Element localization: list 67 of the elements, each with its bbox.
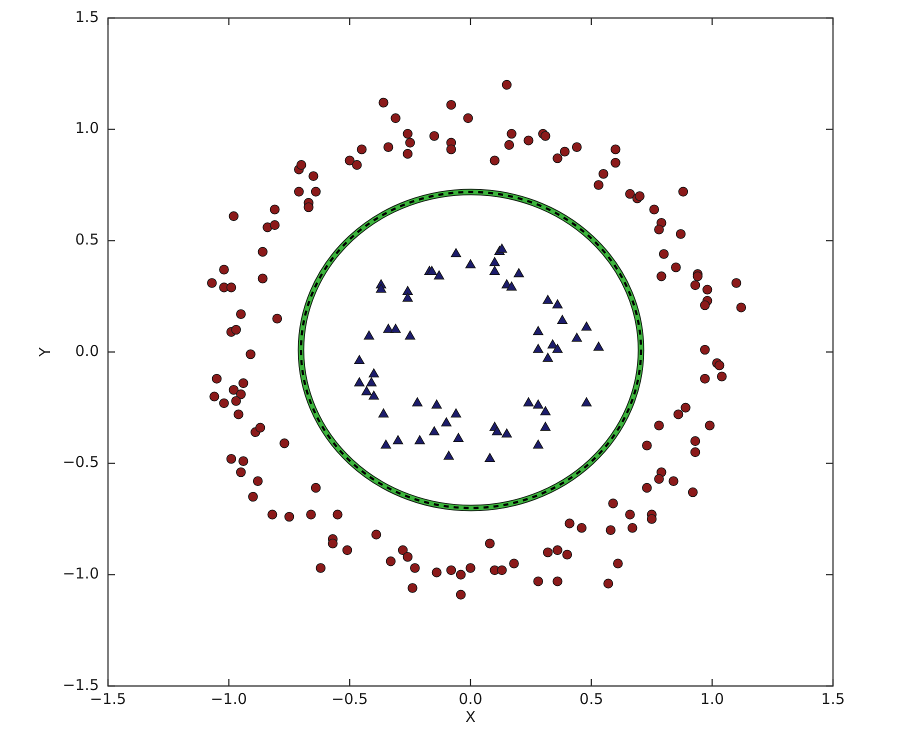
x-tick-label: 1.5	[821, 690, 845, 708]
point	[368, 390, 379, 400]
point	[514, 268, 524, 278]
point	[533, 344, 544, 353]
point	[593, 342, 604, 351]
point	[490, 257, 500, 266]
point	[542, 352, 553, 362]
point	[426, 266, 437, 275]
point	[548, 339, 558, 348]
y-tick-label: 0.0	[75, 342, 99, 360]
point	[523, 397, 534, 406]
point	[581, 322, 592, 331]
point	[402, 286, 413, 296]
point	[441, 417, 452, 426]
point	[533, 400, 544, 409]
point	[390, 324, 401, 333]
point	[414, 435, 425, 444]
point	[378, 408, 389, 418]
y-tick-label: −1.0	[62, 564, 99, 583]
point	[572, 332, 582, 342]
point	[453, 432, 464, 442]
point	[492, 426, 502, 436]
point	[376, 284, 386, 293]
point	[383, 324, 394, 333]
point	[380, 440, 392, 449]
point	[444, 450, 454, 460]
x-tick-label: 0.5	[579, 690, 604, 708]
point	[432, 400, 442, 409]
y-tick-label: −0.5	[62, 453, 99, 472]
point	[361, 386, 372, 396]
y-tick-label: 0.5	[75, 230, 99, 249]
point	[402, 292, 413, 302]
point	[540, 406, 551, 416]
point	[354, 377, 364, 386]
x-tick-label: 1.0	[700, 690, 724, 708]
x-tick-label: −0.5	[331, 690, 368, 708]
point	[496, 244, 508, 253]
point	[581, 397, 592, 406]
point	[366, 377, 377, 386]
point	[392, 435, 404, 444]
y-axis-title: Y	[36, 346, 54, 358]
point	[412, 397, 422, 406]
point	[354, 355, 364, 364]
point	[484, 452, 495, 462]
point	[552, 344, 563, 353]
point	[533, 326, 544, 336]
point	[465, 259, 476, 268]
x-tick-label: 0.0	[458, 690, 482, 708]
x-tick-label: −1.0	[210, 690, 248, 708]
point	[552, 299, 563, 308]
point	[557, 314, 568, 324]
point	[540, 422, 551, 431]
point	[450, 408, 462, 418]
point	[364, 330, 374, 340]
point	[542, 294, 553, 304]
point	[506, 282, 517, 291]
point	[434, 270, 444, 280]
point	[450, 248, 462, 258]
point	[502, 428, 512, 438]
y-tick-label: 1.0	[75, 119, 99, 138]
point	[404, 330, 416, 340]
point	[429, 426, 440, 436]
point	[533, 440, 544, 449]
y-tick-label: 1.5	[75, 8, 99, 26]
point	[368, 368, 379, 378]
x-axis-title: X	[465, 708, 476, 726]
point	[490, 266, 500, 275]
